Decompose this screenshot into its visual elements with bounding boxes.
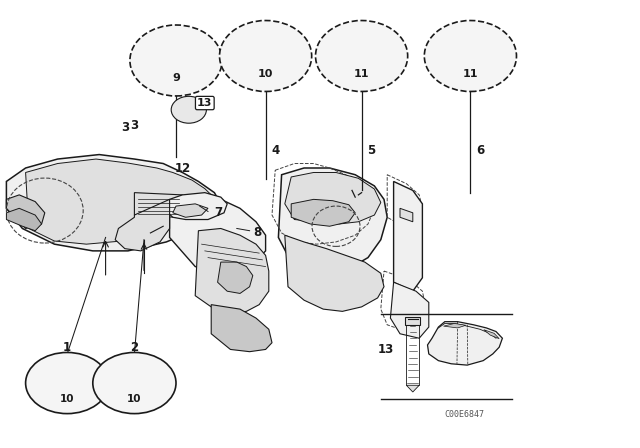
- Text: 10: 10: [127, 394, 141, 404]
- Polygon shape: [406, 385, 419, 392]
- Polygon shape: [211, 305, 272, 352]
- Text: 3: 3: [121, 121, 129, 134]
- Text: 3: 3: [131, 119, 138, 132]
- Polygon shape: [400, 208, 413, 222]
- Text: C00E6847: C00E6847: [444, 410, 484, 419]
- Text: 7: 7: [214, 206, 223, 220]
- Polygon shape: [285, 235, 384, 311]
- Text: 10: 10: [258, 69, 273, 79]
- Text: 11: 11: [463, 69, 478, 79]
- Text: 12: 12: [174, 161, 191, 175]
- Polygon shape: [291, 199, 355, 226]
- Polygon shape: [115, 199, 170, 251]
- Polygon shape: [428, 322, 502, 365]
- Polygon shape: [390, 282, 429, 338]
- Polygon shape: [278, 168, 387, 273]
- Text: 4: 4: [271, 143, 279, 157]
- Text: 9: 9: [172, 73, 180, 83]
- Polygon shape: [484, 330, 499, 339]
- Polygon shape: [26, 159, 214, 244]
- Polygon shape: [6, 195, 45, 228]
- Ellipse shape: [26, 353, 109, 414]
- Ellipse shape: [424, 21, 516, 91]
- Text: 5: 5: [367, 143, 375, 157]
- Polygon shape: [173, 204, 208, 217]
- Ellipse shape: [130, 25, 222, 96]
- Ellipse shape: [220, 21, 312, 91]
- Text: 10: 10: [60, 394, 74, 404]
- Polygon shape: [163, 193, 227, 220]
- Text: 6: 6: [476, 143, 484, 157]
- Polygon shape: [134, 193, 198, 217]
- Text: 11: 11: [354, 69, 369, 79]
- Polygon shape: [6, 155, 221, 251]
- Text: 8: 8: [253, 226, 261, 240]
- Text: 2: 2: [131, 340, 138, 354]
- Ellipse shape: [172, 96, 206, 123]
- Polygon shape: [444, 323, 466, 328]
- FancyBboxPatch shape: [405, 317, 420, 325]
- Polygon shape: [218, 262, 253, 293]
- Text: 13: 13: [378, 343, 394, 356]
- Polygon shape: [285, 172, 381, 224]
- Ellipse shape: [93, 353, 176, 414]
- Polygon shape: [195, 228, 269, 314]
- Text: 13: 13: [197, 98, 212, 108]
- Polygon shape: [394, 181, 422, 291]
- Ellipse shape: [316, 21, 408, 91]
- Polygon shape: [170, 195, 266, 273]
- Text: 1: 1: [63, 340, 71, 354]
- Polygon shape: [6, 208, 42, 231]
